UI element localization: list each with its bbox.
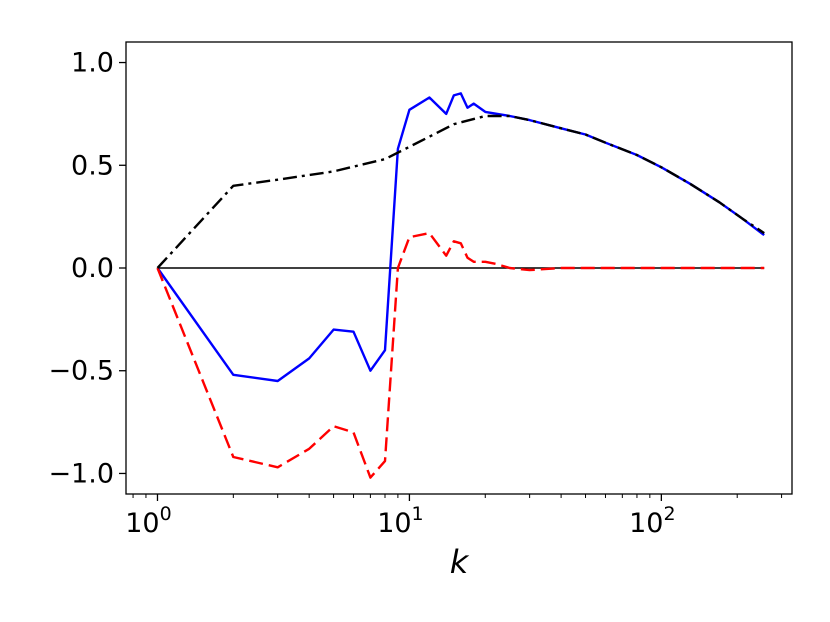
- x-tick-label: 101: [377, 503, 423, 539]
- y-tick-label: −0.5: [48, 356, 114, 387]
- y-tick-label: −1.0: [48, 458, 114, 489]
- series-line-2-dashed: [156, 231, 765, 479]
- x-axis-label: k: [450, 543, 470, 581]
- x-tick-label: 102: [629, 503, 675, 539]
- y-tick-label: 0.0: [71, 253, 114, 284]
- y-tick-label: 1.0: [71, 48, 114, 79]
- y-tick-label: 0.5: [71, 150, 114, 181]
- x-tick-label: 100: [125, 503, 171, 539]
